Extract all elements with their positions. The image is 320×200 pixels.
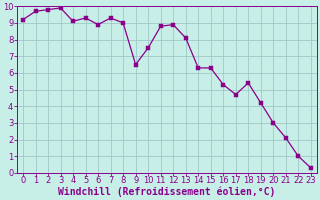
X-axis label: Windchill (Refroidissement éolien,°C): Windchill (Refroidissement éolien,°C) xyxy=(58,187,276,197)
